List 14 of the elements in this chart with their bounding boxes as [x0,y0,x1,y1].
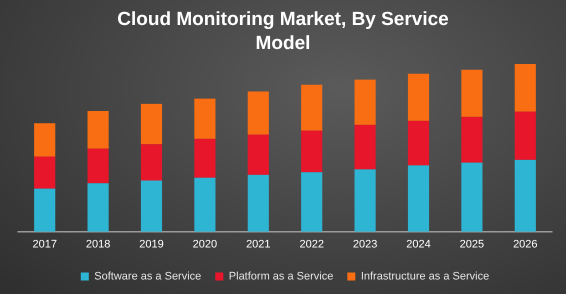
x-tick-label: 2018 [86,238,110,250]
x-tick-label: 2017 [32,238,57,250]
x-tick-label: 2020 [192,238,218,250]
x-tick-label: 2026 [513,238,538,250]
x-tick-label: 2021 [246,238,271,250]
x-tick-label: 2022 [299,238,324,250]
x-tick-label: 2023 [352,238,378,250]
x-tick-label: 2025 [460,238,484,250]
chart-title: Cloud Monitoring Market, By Service Model [116,8,450,56]
legend-label: Infrastructure as a Service [360,270,490,283]
x-tick-label: 2024 [406,238,431,250]
legend-label: Platform as a Service [228,270,334,283]
x-tick-label: 2019 [139,238,164,250]
legend-label: Software as a Service [94,270,202,283]
